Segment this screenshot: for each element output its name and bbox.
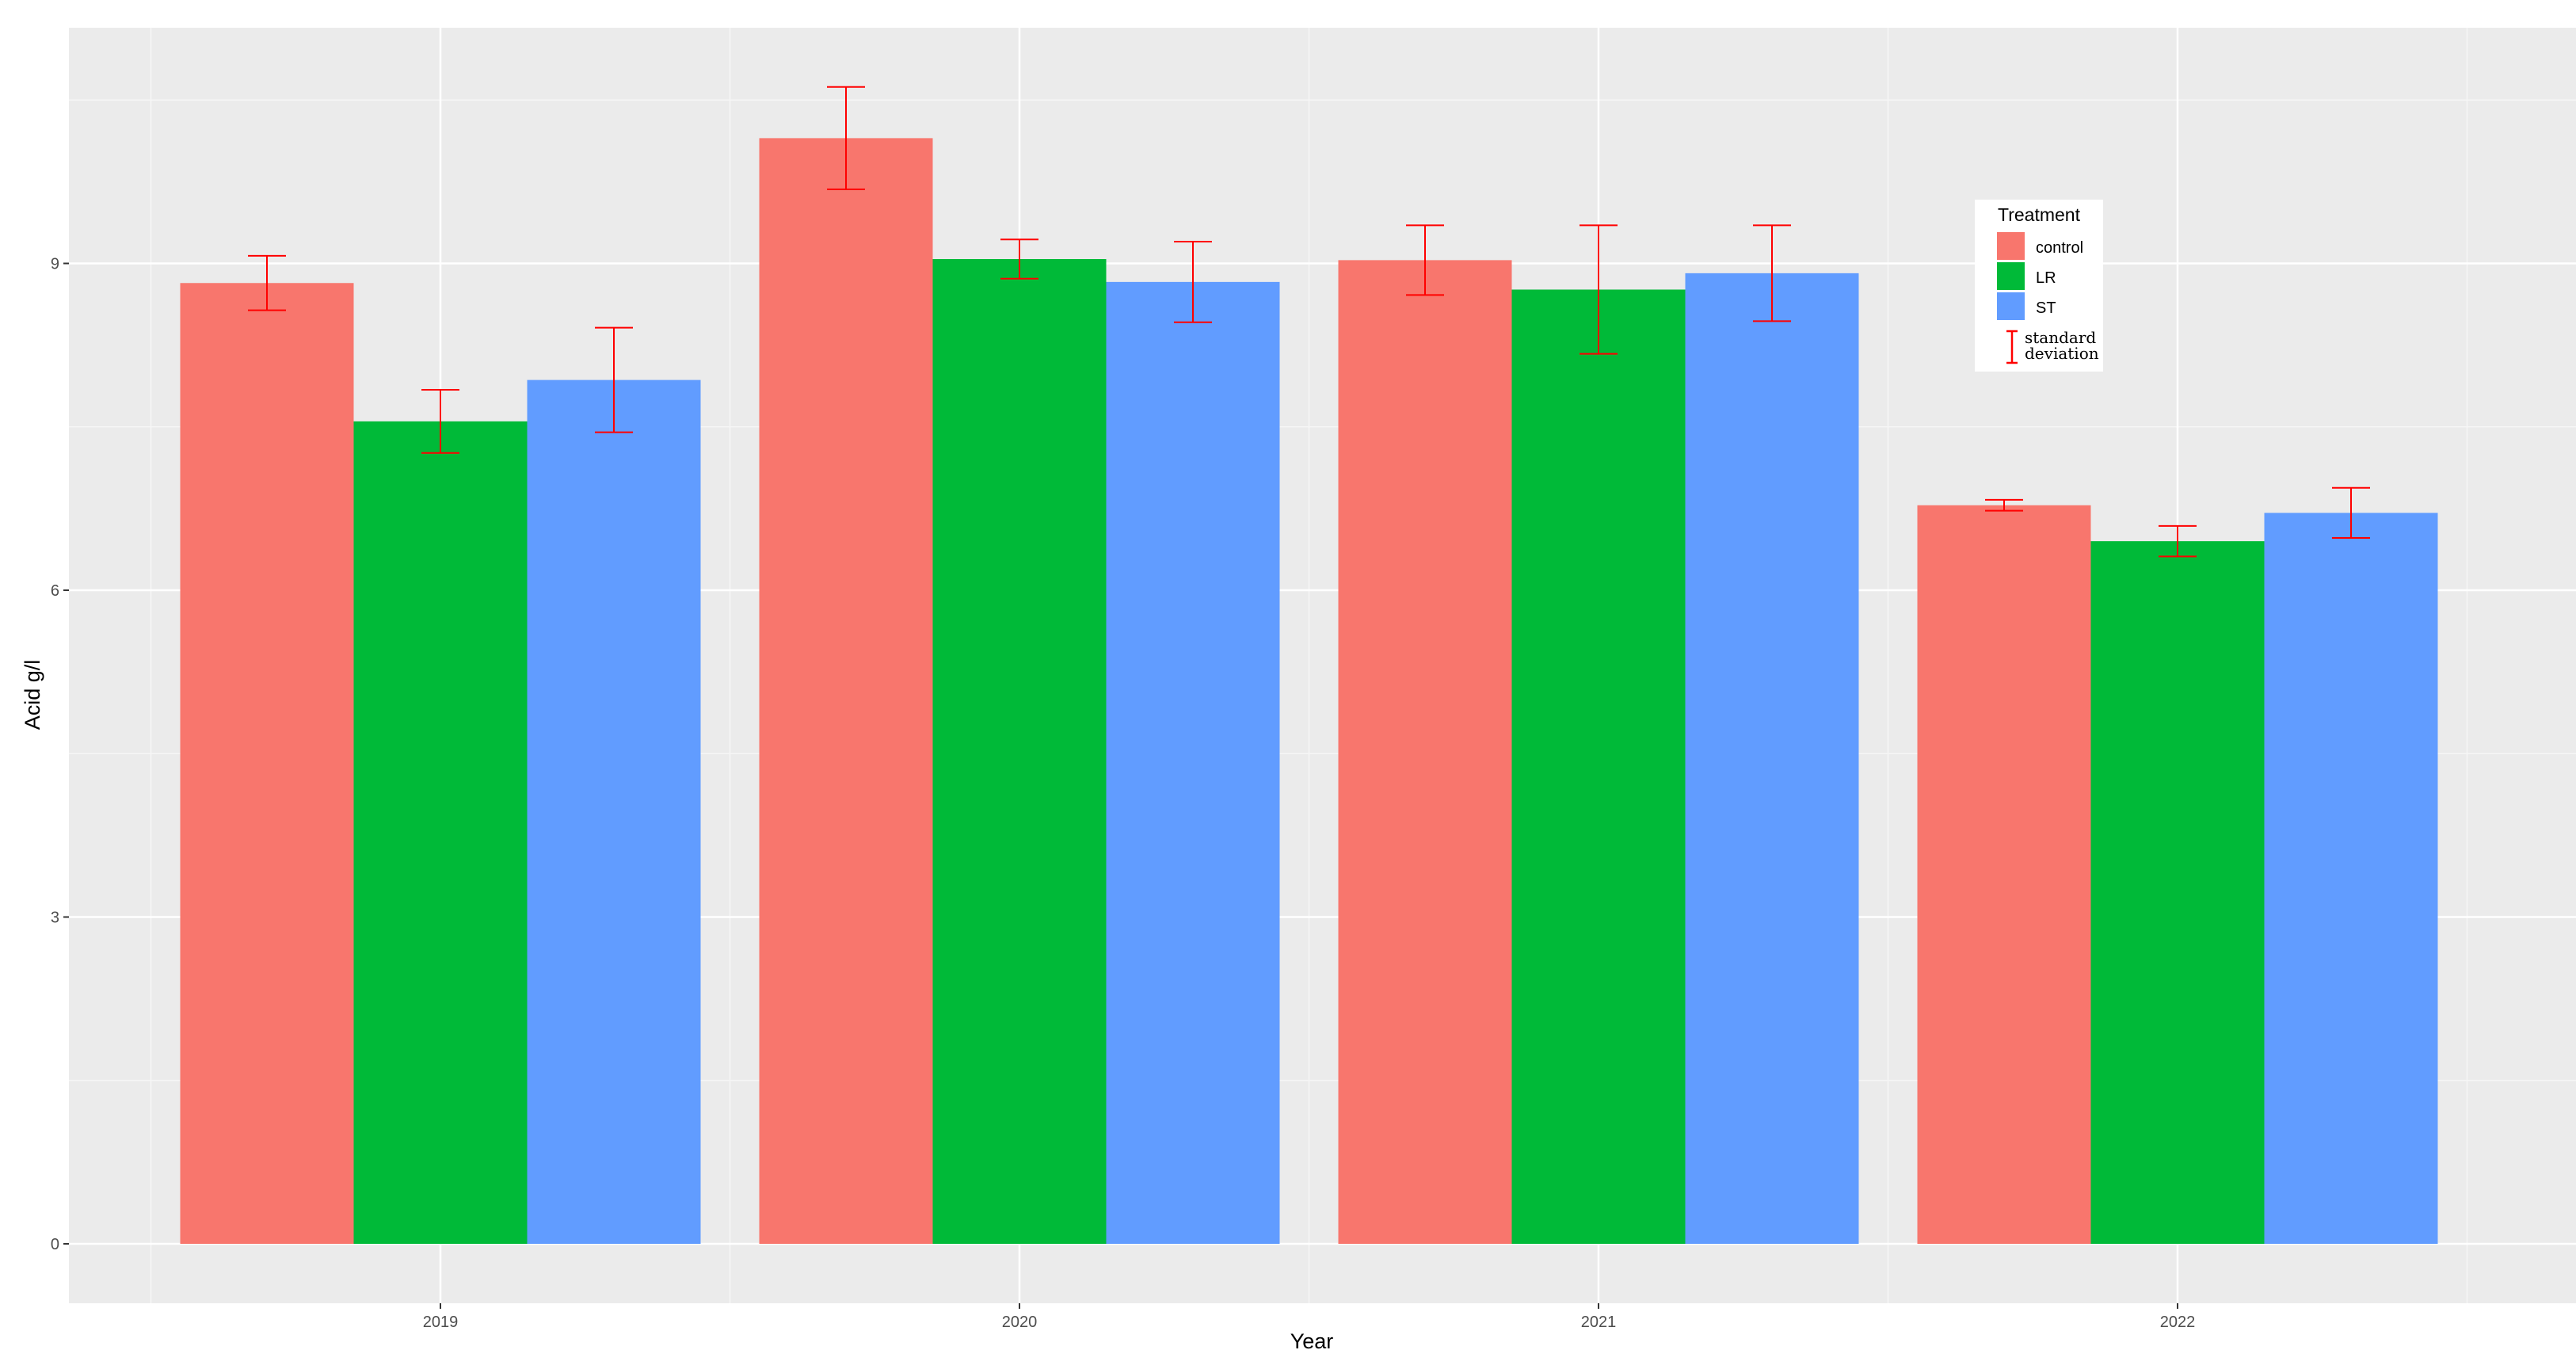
- error-bar-lr-2021: [1580, 224, 1618, 355]
- y-tick-label: 6: [51, 582, 59, 600]
- bar-st-2019: [527, 379, 701, 1244]
- bar-lr-2019: [353, 421, 528, 1244]
- error-bar-st-2021: [1753, 224, 1791, 322]
- bar-lr-2020: [932, 259, 1107, 1244]
- error-bar-lr-2019: [421, 389, 459, 454]
- axes: 0 3 6 9 2019 2020 2021 2022: [51, 256, 2195, 1332]
- legend-key-lr: [1997, 262, 2025, 290]
- error-bar-st-2019: [595, 326, 633, 433]
- y-tick-label: 9: [51, 256, 59, 273]
- y-axis-title: Acid g/l: [21, 660, 44, 730]
- bar-lr-2022: [2090, 541, 2265, 1244]
- error-bar-legend-line1: standard: [2025, 328, 2096, 347]
- legend-label-st: ST: [2036, 299, 2056, 317]
- error-bar-control-2021: [1406, 224, 1444, 296]
- x-tick-label: 2022: [2160, 1314, 2196, 1331]
- error-bars: [248, 86, 2370, 558]
- y-tick-label: 3: [51, 909, 59, 927]
- x-axis-title: Year: [1290, 1329, 1334, 1353]
- error-bar-st-2022: [2332, 486, 2370, 539]
- bars: [180, 138, 2438, 1244]
- bar-st-2020: [1106, 281, 1280, 1244]
- error-bar-control-2022: [1985, 498, 2023, 512]
- error-bar-legend-line2: deviation: [2025, 344, 2099, 363]
- bar-lr-2021: [1511, 289, 1686, 1244]
- legend-key-control: [1997, 232, 2025, 260]
- legend-title: Treatment: [1998, 204, 2081, 225]
- legend-key-st: [1997, 292, 2025, 320]
- error-bar-lr-2020: [1000, 238, 1038, 280]
- legend-background: [1975, 200, 2103, 372]
- legend-label-lr: LR: [2036, 269, 2056, 287]
- x-tick-label: 2021: [1581, 1314, 1617, 1331]
- bar-control-2019: [180, 283, 354, 1244]
- legend: Treatment control LR ST standard deviati…: [1975, 200, 2103, 372]
- bar-control-2022: [1917, 505, 2091, 1244]
- error-bar-control-2020: [827, 86, 865, 190]
- bar-st-2021: [1685, 273, 1859, 1244]
- error-bar-lr-2022: [2159, 524, 2197, 558]
- bar-control-2021: [1338, 260, 1512, 1244]
- x-tick-label: 2020: [1002, 1314, 1038, 1331]
- bar-st-2022: [2264, 513, 2438, 1244]
- error-bar-legend-icon: [2006, 330, 2018, 364]
- legend-label-control: control: [2036, 239, 2083, 257]
- x-tick-label: 2019: [423, 1314, 459, 1331]
- error-bar-st-2020: [1174, 241, 1212, 323]
- y-tick-label: 0: [51, 1236, 59, 1253]
- error-bar-control-2019: [248, 254, 286, 311]
- bar-control-2020: [759, 138, 933, 1244]
